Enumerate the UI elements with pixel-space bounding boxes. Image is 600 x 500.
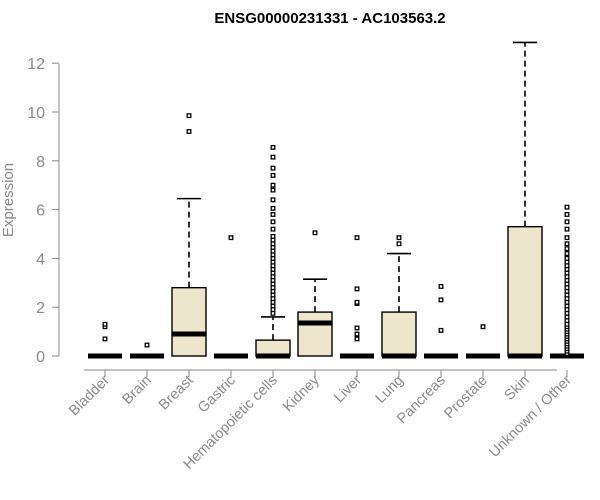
outlier-point — [270, 187, 276, 193]
box-unknown-other — [550, 204, 584, 359]
x-tick-label: Liver — [331, 372, 365, 406]
box-prostate — [466, 324, 500, 359]
outlier-point — [102, 321, 108, 327]
outlier-point — [480, 324, 486, 330]
outlier-point — [270, 219, 276, 225]
outlier-point — [564, 235, 570, 241]
box-body — [381, 311, 417, 357]
box-body — [297, 311, 333, 357]
box-brain — [130, 342, 164, 359]
outlier-point — [270, 154, 276, 160]
box-body — [171, 286, 207, 357]
outlier-point — [270, 226, 276, 232]
outlier-point — [564, 212, 570, 217]
y-tick-label: 6 — [36, 203, 45, 220]
outlier-point — [270, 172, 276, 178]
x-tick-label: Skin — [502, 373, 533, 404]
outlier-point — [396, 235, 402, 241]
y-axis: 0 2 4 6 8 10 12 — [27, 56, 59, 366]
outlier-point — [564, 251, 570, 256]
x-tick-label: Prostate — [441, 373, 490, 422]
outlier-point — [270, 212, 276, 217]
box-pancreas — [424, 284, 458, 359]
outlier-point — [354, 331, 360, 337]
y-tick-label: 10 — [27, 105, 45, 122]
box-series — [88, 41, 584, 359]
box-bladder — [88, 321, 122, 359]
outlier-point — [564, 204, 570, 210]
outlier-point — [186, 129, 192, 134]
outlier-point — [270, 165, 276, 171]
outlier-point — [564, 226, 570, 232]
box-lung — [381, 235, 417, 359]
x-tick-label: Kidney — [280, 372, 323, 415]
box-gastric — [214, 235, 248, 359]
x-tick-label: Bladder — [66, 372, 113, 419]
outlier-point — [144, 342, 150, 348]
outlier-point — [102, 336, 108, 342]
outlier-point — [396, 241, 402, 247]
outlier-point — [270, 205, 276, 211]
outlier-point — [438, 327, 444, 333]
outlier-point — [564, 219, 570, 225]
y-tick-label: 12 — [27, 56, 45, 73]
outlier-point — [186, 113, 192, 119]
outlier-point — [228, 235, 234, 241]
y-tick-label: 2 — [36, 300, 45, 317]
x-tick-label: Brain — [120, 373, 155, 408]
outlier-point — [270, 144, 276, 150]
outlier-point — [354, 235, 360, 241]
box-skin — [507, 41, 543, 359]
box-liver — [340, 235, 374, 359]
y-tick-label: 8 — [36, 154, 45, 171]
outlier-point — [564, 246, 570, 252]
outlier-point — [354, 286, 360, 292]
outlier-point — [354, 325, 360, 331]
outlier-point — [354, 299, 360, 305]
outlier-point — [438, 297, 444, 303]
y-tick-label: 4 — [36, 251, 45, 268]
y-tick-label: 0 — [36, 349, 45, 366]
chart-title: ENSG00000231331 - AC103563.2 — [214, 10, 445, 27]
y-axis-label: Expression — [0, 163, 17, 237]
outlier-point — [564, 255, 570, 261]
outlier-point — [438, 284, 444, 289]
box-hematopoietic-cells — [255, 144, 291, 359]
outlier-point — [270, 233, 276, 239]
box-breast — [171, 113, 207, 357]
outlier-point — [270, 197, 276, 203]
x-tick-label: Lung — [373, 373, 407, 407]
box-body — [507, 225, 543, 357]
outlier-point — [270, 182, 276, 188]
x-tick-label: Breast — [156, 373, 197, 414]
outlier-point — [354, 336, 360, 342]
outlier-point — [564, 241, 570, 247]
box-kidney — [297, 230, 333, 357]
outlier-point — [312, 230, 318, 236]
